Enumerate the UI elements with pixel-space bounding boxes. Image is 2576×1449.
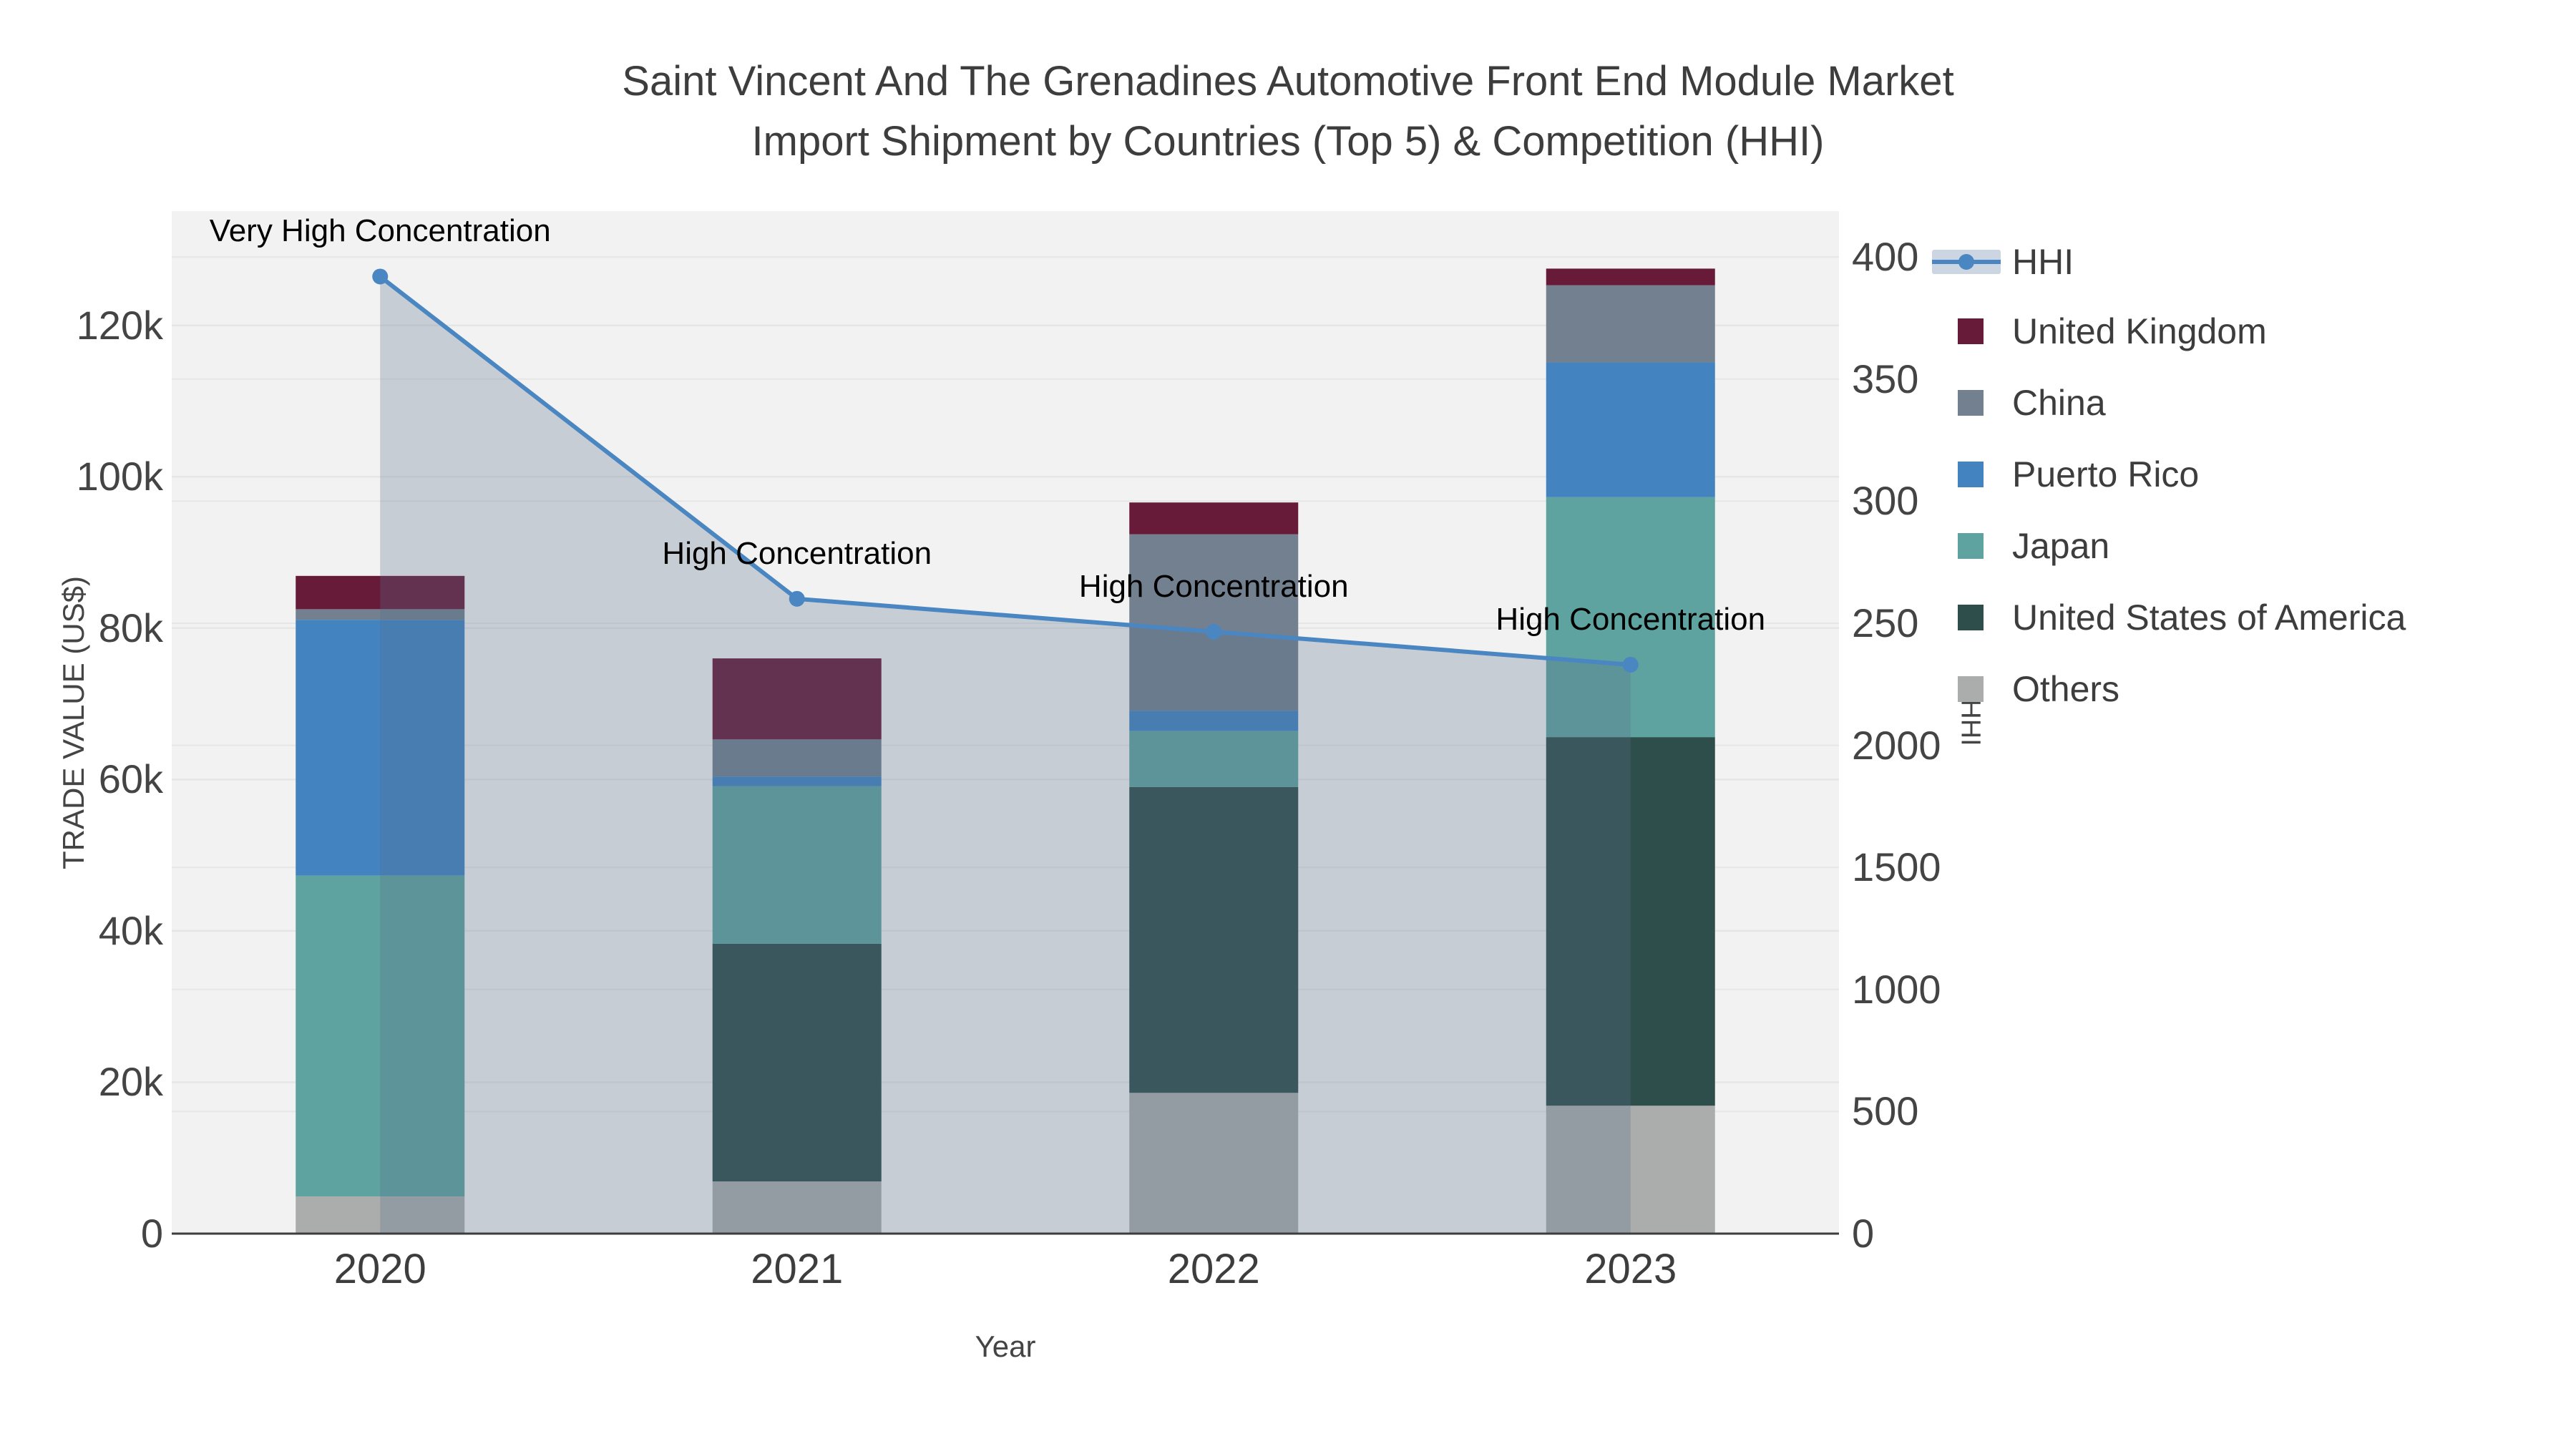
legend-item-puerto-rico[interactable]: Puerto Rico	[1932, 454, 2199, 494]
y-tick-label: 80k	[98, 605, 163, 650]
hhi-line	[379, 275, 1631, 667]
bar-segment-others-2021	[712, 1181, 882, 1234]
legend-color-swatch-icon	[1958, 318, 1984, 344]
legend-item-japan[interactable]: Japan	[1932, 526, 2109, 566]
bar-segment-japan-2020	[296, 875, 465, 1197]
bar-segment-japan-2022	[1129, 731, 1299, 787]
bar-segment-puerto-rico-2023	[1546, 362, 1715, 497]
legend-item-label: Japan	[2012, 526, 2110, 566]
bar-segment-united-kingdom-2020	[296, 575, 465, 610]
legend-item-united-kingdom[interactable]: United Kingdom	[1932, 311, 2267, 351]
chart-title: Saint Vincent And The Grenadines Automot…	[0, 52, 2576, 172]
bar-segment-puerto-rico-2021	[712, 776, 882, 786]
concentration-annotation: High Concentration	[662, 535, 932, 571]
y-tick-label: 0	[140, 1211, 163, 1256]
x-tick-label: 2021	[751, 1246, 844, 1292]
y-axis-title: TRADE VALUE (US$)	[57, 576, 90, 869]
legend-item-united-states-of-america[interactable]: United States of America	[1932, 597, 2406, 638]
y-tick-label: 20k	[98, 1059, 163, 1105]
x-tick-label: 2020	[333, 1246, 426, 1292]
bar-segment-china-2021	[712, 739, 882, 777]
bar-segment-united-states-of-america-2022	[1129, 786, 1299, 1093]
bar-segment-others-2020	[296, 1196, 465, 1234]
y2-tick-label: 2000	[1852, 722, 1941, 768]
bar-segment-united-kingdom-2022	[1129, 502, 1299, 535]
y2-tick-label: 300	[1852, 478, 1919, 524]
x-tick-label: 2022	[1167, 1246, 1260, 1292]
bar-segment-others-2023	[1546, 1106, 1715, 1234]
hhi-marker	[789, 590, 805, 607]
hhi-line-swatch-icon	[1932, 250, 2001, 274]
y2-tick-label: 400	[1852, 234, 1919, 280]
hhi-marker	[1206, 623, 1222, 640]
y-tick-label: 40k	[98, 907, 163, 953]
concentration-annotation: Very High Concentration	[209, 213, 551, 249]
legend-item-china[interactable]: China	[1932, 383, 2106, 423]
y-tick-label: 100k	[76, 454, 163, 499]
y2-tick-label: 500	[1852, 1088, 1919, 1134]
bar-segment-china-2022	[1129, 534, 1299, 711]
bar-segment-china-2023	[1546, 285, 1715, 363]
y2-tick-label: 1500	[1852, 844, 1941, 890]
hhi-marker	[1622, 656, 1639, 673]
bar-segment-puerto-rico-2022	[1129, 711, 1299, 731]
y2-tick-label: 350	[1852, 356, 1919, 401]
y-tick-label: 60k	[98, 756, 163, 802]
hhi-marker	[372, 268, 389, 285]
legend-item-label: United States of America	[2012, 597, 2406, 638]
concentration-annotation: High Concentration	[1078, 568, 1349, 604]
chart-title-line1: Saint Vincent And The Grenadines Automot…	[622, 58, 1954, 104]
chart-title-line2: Import Shipment by Countries (Top 5) & C…	[751, 118, 1825, 165]
y2-tick-label: 0	[1852, 1211, 1875, 1256]
legend-item-label: Others	[2012, 669, 2120, 709]
legend-item-others[interactable]: Others	[1932, 669, 2119, 709]
concentration-annotation: High Concentration	[1496, 601, 1766, 637]
legend-color-swatch-icon	[1958, 605, 1984, 630]
legend-item-label: HHI	[2012, 242, 2074, 282]
bar-segment-united-states-of-america-2021	[712, 943, 882, 1182]
bar-segment-puerto-rico-2020	[296, 620, 465, 876]
y2-tick-label: 1000	[1852, 966, 1941, 1012]
legend-color-swatch-icon	[1958, 533, 1984, 559]
legend-color-swatch-icon	[1958, 462, 1984, 487]
legend-item-hhi[interactable]: HHI	[1932, 242, 2074, 282]
bar-segment-japan-2021	[712, 786, 882, 944]
x-tick-label: 2023	[1584, 1246, 1677, 1292]
bar-segment-united-kingdom-2021	[712, 658, 882, 740]
hhi-area-fill	[380, 276, 1631, 1234]
y2-tick-label: 250	[1852, 600, 1919, 645]
hhi-marker-glyph	[1958, 254, 1974, 270]
bar-segment-china-2020	[296, 609, 465, 620]
legend-color-swatch-icon	[1958, 390, 1984, 416]
bar-segment-japan-2023	[1546, 497, 1715, 738]
legend-color-swatch-icon	[1958, 676, 1984, 702]
bar-segment-united-kingdom-2023	[1546, 268, 1715, 286]
bar-segment-united-states-of-america-2023	[1546, 737, 1715, 1106]
bar-segment-others-2022	[1129, 1093, 1299, 1234]
x-axis-title: Year	[975, 1330, 1036, 1363]
legend-item-label: United Kingdom	[2012, 311, 2267, 351]
y-tick-label: 120k	[76, 302, 163, 348]
legend-item-label: China	[2012, 383, 2106, 423]
legend-item-label: Puerto Rico	[2012, 454, 2200, 494]
